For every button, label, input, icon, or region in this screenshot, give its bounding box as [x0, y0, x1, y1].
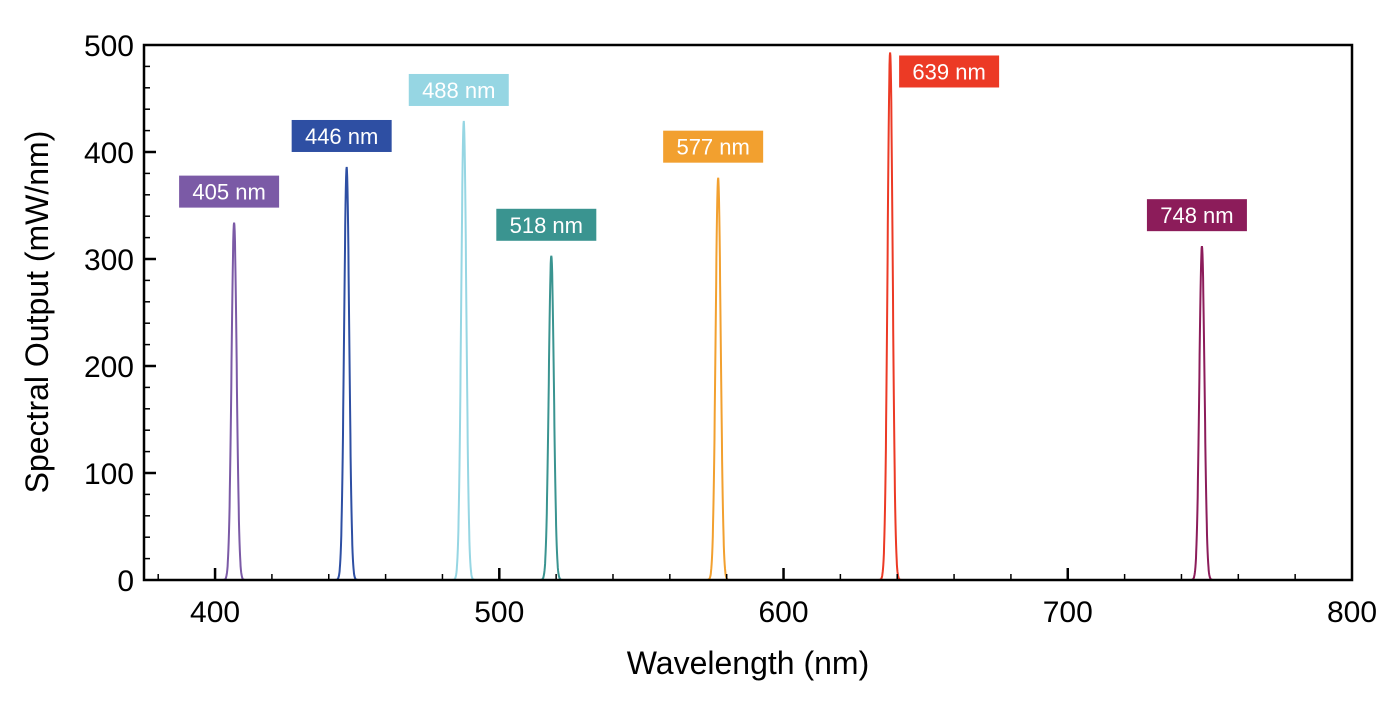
y-axis-title: Spectral Output (mW/nm) [19, 131, 55, 494]
peak-label-text: 577 nm [676, 135, 749, 160]
peak-label-577-nm: 577 nm [663, 130, 764, 163]
peak-labels-layer: 405 nm 446 nm 488 nm 518 nm 577 nm 639 nm 748 … [179, 55, 1247, 241]
peak-label-text: 446 nm [305, 124, 378, 149]
peak-label-446-nm: 446 nm [291, 119, 392, 152]
x-tick-label: 700 [1043, 596, 1093, 629]
peak-label-text: 488 nm [422, 78, 495, 103]
peak-label-box [899, 55, 1000, 88]
peak-label-639-nm: 639 nm [899, 55, 1000, 88]
y-tick-label: 300 [84, 244, 134, 277]
x-tick-label: 800 [1327, 596, 1377, 629]
peak-label-text: 518 nm [510, 213, 583, 238]
y-tick-label: 200 [84, 351, 134, 384]
peak-line-405-nm [211, 222, 257, 581]
peak-label-box [179, 175, 280, 208]
x-tick-label: 500 [474, 596, 524, 629]
peak-label-box [291, 119, 392, 152]
peak-label-box [663, 130, 764, 163]
plot-frame [142, 43, 1354, 582]
y-tick-label: 100 [84, 458, 134, 491]
peak-line-748-nm [1179, 246, 1225, 581]
y-tick-label: 0 [117, 565, 134, 598]
ticks-layer: 400 500 600 700 800 0 100 200 300 400 500 [84, 30, 1377, 629]
peak-label-518-nm: 518 nm [496, 208, 597, 241]
peak-label-405-nm: 405 nm [179, 175, 280, 208]
peak-label-box [496, 208, 597, 241]
peak-label-748-nm: 748 nm [1146, 199, 1247, 232]
peak-label-text: 639 nm [912, 59, 985, 84]
peak-label-text: 748 nm [1160, 203, 1233, 228]
x-tick-label: 400 [190, 596, 240, 629]
peak-line-639-nm [867, 52, 913, 581]
x-tick-label: 600 [758, 596, 808, 629]
peak-label-488-nm: 488 nm [408, 73, 509, 106]
y-tick-label: 500 [84, 30, 134, 63]
y-tick-label: 400 [84, 137, 134, 170]
peak-line-446-nm [323, 166, 370, 581]
peak-line-488-nm [441, 120, 487, 581]
peak-label-box [408, 73, 509, 106]
peak-label-box [1146, 199, 1247, 232]
peak-line-518-nm [528, 255, 574, 581]
peak-label-text: 405 nm [192, 180, 265, 205]
x-axis-title: Wavelength (nm) [627, 645, 869, 681]
peak-line-577-nm [695, 177, 741, 581]
